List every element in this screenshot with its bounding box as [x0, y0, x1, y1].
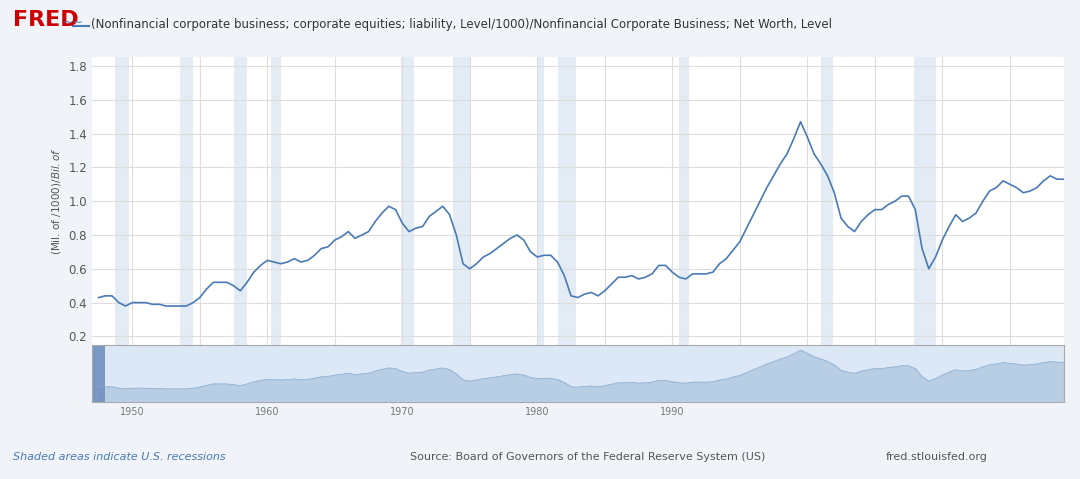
Bar [116, 57, 129, 345]
Text: ~~: ~~ [63, 16, 83, 29]
Y-axis label: (Mil. of $/1000)/Bil. of $: (Mil. of $/1000)/Bil. of $ [50, 148, 63, 255]
Bar [453, 57, 470, 345]
Bar [179, 57, 193, 345]
Bar [679, 57, 689, 345]
Bar [538, 57, 544, 345]
Bar [271, 57, 281, 345]
Bar [233, 57, 247, 345]
Text: (Nonfinancial corporate business; corporate equities; liability, Level/1000)/Non: (Nonfinancial corporate business; corpor… [91, 18, 832, 31]
Bar [821, 57, 833, 345]
Text: Source: Board of Governors of the Federal Reserve System (US): Source: Board of Governors of the Federa… [410, 452, 766, 462]
Bar [401, 57, 415, 345]
Bar [92, 345, 106, 402]
Text: Shaded areas indicate U.S. recessions: Shaded areas indicate U.S. recessions [13, 452, 226, 462]
Bar [557, 57, 577, 345]
Text: fred.stlouisfed.org: fred.stlouisfed.org [886, 452, 987, 462]
Bar [914, 57, 935, 345]
Text: FRED: FRED [13, 11, 79, 30]
